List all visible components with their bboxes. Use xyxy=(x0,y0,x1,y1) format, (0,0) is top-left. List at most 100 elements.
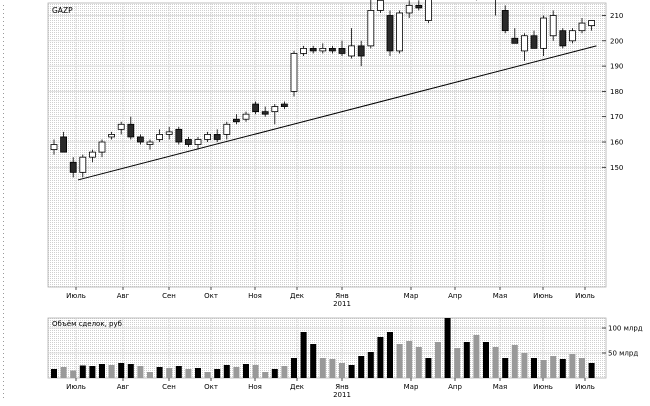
volume-bar xyxy=(271,369,278,378)
candle xyxy=(89,149,96,163)
candle xyxy=(271,104,279,125)
x-tick-label: Мая xyxy=(493,292,508,300)
volume-bar xyxy=(147,372,153,378)
volume-bar xyxy=(233,367,240,378)
volume-bar xyxy=(483,342,489,378)
volume-x-axis-ticks: Июль Авг Сен Окт Ноя Дек Янв 2011 Мар Апр Мая Июнь И… xyxy=(66,378,595,399)
candlestick-series xyxy=(50,0,595,178)
candle xyxy=(290,50,298,97)
volume-bar xyxy=(358,356,365,378)
candle-body-down xyxy=(357,45,365,57)
candle xyxy=(184,136,192,148)
candle xyxy=(569,28,576,44)
price-y-tick-label: 150 xyxy=(610,164,623,172)
candle xyxy=(242,111,250,122)
volume-bar xyxy=(339,363,345,378)
price-x-axis-ticks: Июль Авг Сен Окт Ноя Дек Янв 2011 Мар Апр Мая Июнь И… xyxy=(66,287,595,308)
candle-body-down xyxy=(136,136,144,143)
price-y-tick-label: 170 xyxy=(610,113,623,121)
candle xyxy=(357,40,365,67)
candle-body-up xyxy=(376,0,384,11)
volume-bar-series xyxy=(51,318,595,378)
price-y-tick-label: 200 xyxy=(610,37,623,45)
candle xyxy=(405,0,413,19)
candle-body-up xyxy=(367,10,375,47)
candle-body-up xyxy=(405,4,413,14)
candle xyxy=(396,10,404,54)
candle-body-down xyxy=(213,134,221,140)
volume-bar xyxy=(89,366,96,378)
volume-bar xyxy=(281,366,288,378)
price-y-tick-label: 210 xyxy=(610,12,623,20)
volume-bar xyxy=(252,365,259,378)
volume-bar xyxy=(51,369,57,378)
x-tick-label: Авг xyxy=(117,383,130,391)
candle xyxy=(511,28,519,44)
x-tick-label: Мар xyxy=(404,292,419,300)
volume-panel: Объём сделок, руб 100 млрд 50 млрд Июль Ав… xyxy=(47,317,643,399)
volume-bar xyxy=(588,363,595,378)
volume-bar xyxy=(108,365,115,378)
candle xyxy=(501,5,509,34)
candle xyxy=(261,106,269,117)
price-x-gridlines xyxy=(75,3,586,287)
candle-body-up xyxy=(521,35,528,52)
volume-bar xyxy=(502,358,509,378)
volume-bar xyxy=(531,358,537,378)
candle xyxy=(50,139,58,155)
candle-body-up xyxy=(156,134,164,140)
candle-body-up xyxy=(165,131,173,135)
x-tick-label: Июнь xyxy=(533,292,553,300)
volume-bar xyxy=(492,347,499,378)
candle xyxy=(424,0,432,24)
candle-body-down xyxy=(184,139,192,145)
candle-body-down xyxy=(386,15,394,52)
volume-bar xyxy=(463,342,470,378)
x-tick-label: Авг xyxy=(117,292,130,300)
candle xyxy=(578,18,586,34)
volume-bar xyxy=(473,335,480,378)
volume-bar xyxy=(396,344,403,378)
candle xyxy=(232,114,240,125)
candle xyxy=(136,134,144,145)
volume-bar xyxy=(137,366,144,378)
candle xyxy=(108,131,115,140)
x-tick-label: Июль xyxy=(66,292,86,300)
volume-bar xyxy=(223,365,230,378)
price-panel: GAZP 150160170180190200210220230240 Июль… xyxy=(47,0,623,308)
x-tick-label: Сен xyxy=(162,292,176,300)
volume-bar xyxy=(521,353,528,378)
candle xyxy=(60,131,67,153)
candle-body-down xyxy=(175,128,183,143)
volume-bar xyxy=(166,368,173,378)
candle-body-up xyxy=(117,123,125,130)
candle-body-down xyxy=(338,47,346,54)
candle xyxy=(348,28,356,59)
volume-bar xyxy=(99,364,105,378)
candle-body-up xyxy=(569,30,576,42)
candle xyxy=(127,116,135,140)
candle-body-up xyxy=(300,47,308,54)
candle xyxy=(175,126,183,145)
volume-bar xyxy=(444,318,451,378)
x-tick-label: Янв 2011 xyxy=(333,383,351,399)
candle-body-up xyxy=(50,144,58,150)
volume-bar xyxy=(156,367,163,378)
volume-bar xyxy=(387,332,393,378)
volume-bar xyxy=(540,360,547,378)
volume-bar xyxy=(367,352,374,378)
volume-bar xyxy=(243,364,249,378)
volume-bar xyxy=(511,345,518,378)
volume-bar xyxy=(425,358,432,378)
candle-body-down xyxy=(232,118,240,123)
volume-bar xyxy=(310,344,317,378)
candle-body-up xyxy=(540,17,547,49)
x-tick-label: Дек xyxy=(290,292,304,300)
candle-body-down xyxy=(280,103,288,107)
candle xyxy=(165,126,173,140)
candle-body-down xyxy=(60,136,67,153)
candle xyxy=(588,20,595,31)
volume-bar xyxy=(559,359,566,378)
x-tick-label: Июль xyxy=(575,292,595,300)
candle xyxy=(376,0,384,13)
